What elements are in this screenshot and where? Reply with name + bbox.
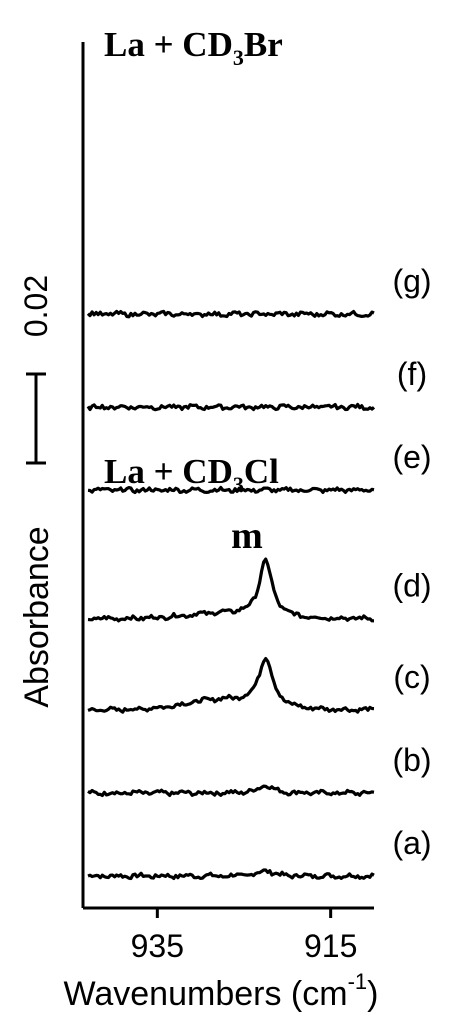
scale-bar-label: 0.02 <box>18 275 54 337</box>
y-axis-label: Absorbance <box>18 526 56 707</box>
spectrum-c <box>87 657 375 714</box>
group-label-cl: La + CD3Cl <box>104 452 279 497</box>
series-label-a: (a) <box>392 825 431 861</box>
series-label-d: (d) <box>392 568 431 604</box>
spectrum-f <box>86 402 376 412</box>
peak-label: m <box>231 515 263 557</box>
series-labels: (a) (b) (c) (d) (e) (f) (g) <box>392 263 431 861</box>
x-ticks: 935 915 <box>131 908 357 964</box>
scale-bar <box>26 372 46 465</box>
spectrum-g <box>86 309 375 319</box>
x-axis-label: Wavenumbers (cm-1) <box>64 969 379 1013</box>
series-label-c: (c) <box>393 659 430 695</box>
series-label-b: (b) <box>392 742 431 778</box>
series-label-e: (e) <box>392 439 431 475</box>
spectrum-a <box>87 868 375 881</box>
spectra <box>86 309 376 881</box>
spectrum-e <box>87 485 375 495</box>
x-tick-label-935: 935 <box>131 928 184 964</box>
spectrum-b <box>87 784 375 798</box>
spectrum-d <box>87 557 374 623</box>
series-label-f: (f) <box>397 356 427 392</box>
x-tick-label-915: 915 <box>304 928 357 964</box>
group-label-br: La + CD3Br <box>104 25 283 70</box>
series-label-g: (g) <box>392 263 431 299</box>
